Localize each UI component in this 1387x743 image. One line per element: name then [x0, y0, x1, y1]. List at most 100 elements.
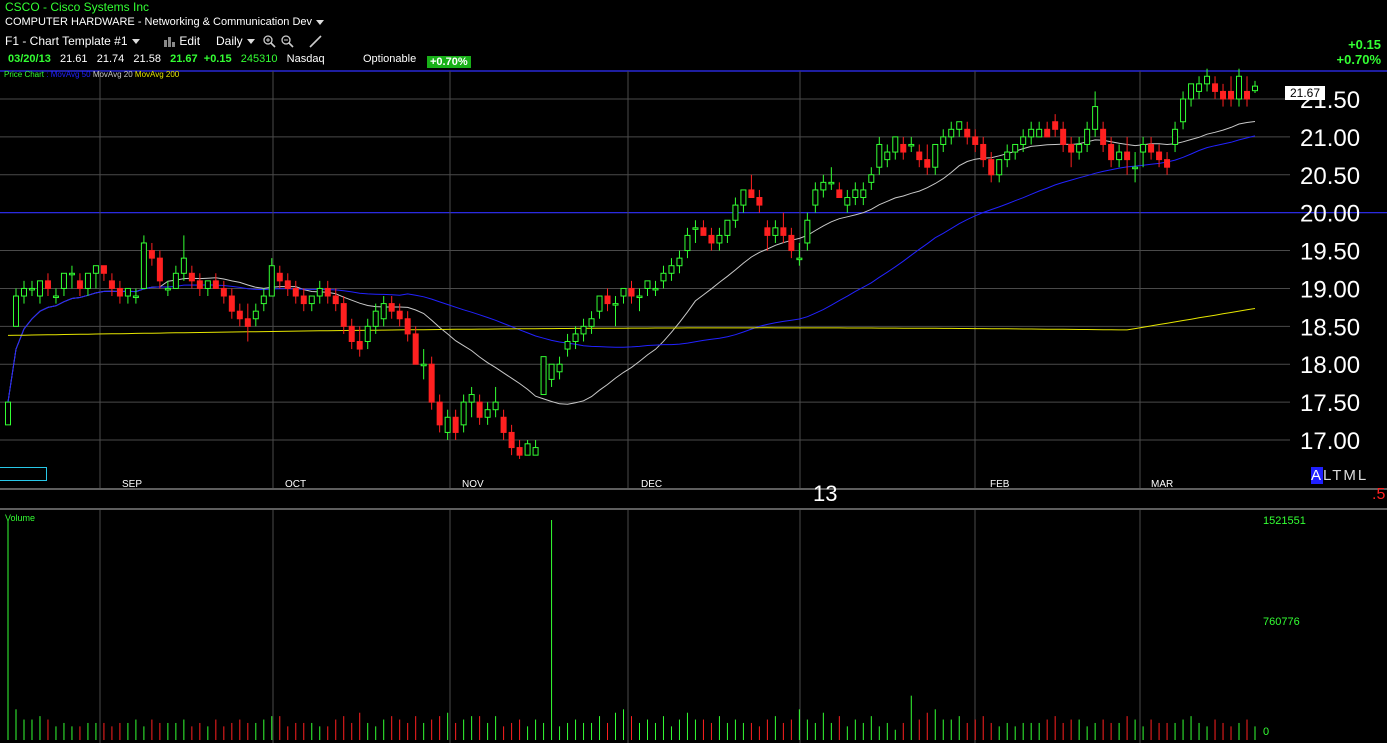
candle-body: [1148, 143, 1155, 153]
candle-body: [1068, 143, 1075, 153]
candle-body: [868, 174, 875, 183]
candle-body: [12, 295, 19, 327]
candle-body: [244, 318, 251, 327]
candle-body: [412, 333, 419, 365]
legend-ma200: MovAvg 200: [134, 70, 180, 79]
grid-lines: [0, 70, 1387, 743]
candle-body: [660, 272, 667, 282]
candle-body: [252, 310, 259, 320]
candle-body: [468, 394, 475, 403]
candle-body: [604, 295, 611, 305]
candle-body: [1012, 143, 1019, 153]
candle-body: [1100, 128, 1107, 145]
candle-body: [596, 295, 603, 312]
volume-tick: 1521551: [1263, 515, 1306, 527]
candle-body: [1124, 151, 1131, 161]
zoom-in-icon[interactable]: [263, 35, 276, 48]
candle-body: [1228, 90, 1235, 100]
draw-line-icon[interactable]: [309, 35, 322, 48]
candle-body: [100, 265, 107, 274]
candle-body: [236, 310, 243, 320]
candle-body: [452, 416, 459, 433]
candle-body: [828, 181, 835, 185]
candle-body: [116, 287, 123, 297]
candle-body: [172, 272, 179, 289]
candle-body: [132, 295, 139, 299]
candle-body: [1052, 121, 1059, 130]
zoom-out-icon[interactable]: [281, 35, 294, 48]
candle-body: [140, 242, 147, 289]
candle-body: [820, 181, 827, 191]
candle-body: [380, 303, 387, 320]
chart-template-dropdown[interactable]: F1 - Chart Template #1: [5, 34, 140, 48]
candle-body: [740, 189, 747, 206]
price-tick: 20.00: [1300, 201, 1360, 228]
candle-body: [324, 287, 331, 297]
candle-body: [804, 219, 811, 244]
month-axis: SEP OCT NOV DEC FEB MAR: [122, 479, 1173, 490]
legend-ma20: MovAvg 20: [92, 70, 133, 79]
current-price-tag: 21.67: [1285, 86, 1325, 100]
candle-body: [356, 340, 363, 350]
candle-body: [964, 128, 971, 138]
candle-body: [844, 197, 851, 206]
candle-body: [884, 151, 891, 161]
candle-body: [308, 295, 315, 305]
timeframe-t[interactable]: T: [1332, 467, 1344, 484]
scale-indicator: .5: [1372, 486, 1386, 503]
candle-body: [956, 121, 963, 130]
candle-body: [1020, 136, 1027, 145]
candle-body: [916, 151, 923, 161]
candle-body: [316, 287, 323, 297]
candle-body: [1164, 159, 1171, 168]
candle-body: [644, 280, 651, 289]
candle-body: [980, 143, 987, 161]
month-label: DEC: [641, 479, 662, 490]
price-volume-chart[interactable]: 21.5021.0020.5020.0019.5019.0018.5018.00…: [0, 68, 1387, 743]
candle-body: [516, 447, 523, 456]
candle-body: [684, 234, 691, 252]
ma20-line: [7, 121, 1256, 405]
candle-body: [460, 401, 467, 426]
timeframe-m[interactable]: M: [1343, 467, 1358, 484]
candle-body: [108, 280, 115, 289]
quote-volume: 245310: [240, 53, 278, 65]
candle-body: [988, 159, 995, 176]
candle-body: [84, 272, 91, 289]
candle-body: [556, 363, 563, 373]
candle-body: [332, 295, 339, 305]
candle-body: [924, 159, 931, 168]
timeframe-a[interactable]: A: [1311, 467, 1324, 484]
volume-bars: [7, 520, 1256, 740]
industry-label: COMPUTER HARDWARE - Networking & Communi…: [5, 16, 313, 28]
candle-body: [1060, 128, 1067, 145]
quote-date: 03/20/13: [8, 53, 51, 65]
candle-body: [620, 287, 627, 297]
candle-body: [164, 287, 171, 291]
price-tick: 18.00: [1300, 352, 1360, 379]
price-tick: 21.00: [1300, 125, 1360, 152]
candle-body: [1188, 83, 1195, 100]
candle-body: [372, 310, 379, 327]
edit-button[interactable]: Edit: [164, 34, 200, 48]
volume-axis: 1521551 760776 0: [1263, 515, 1306, 738]
timeframe-l2[interactable]: L: [1357, 467, 1369, 484]
timeframe-l[interactable]: L: [1323, 467, 1333, 484]
candle-body: [580, 325, 587, 335]
industry-selector[interactable]: COMPUTER HARDWARE - Networking & Communi…: [5, 16, 325, 28]
candle-body: [540, 356, 547, 396]
price-tick: 19.00: [1300, 276, 1360, 303]
candle-body: [1028, 128, 1035, 138]
candle-body: [692, 227, 699, 230]
candle-body: [900, 143, 907, 153]
candle-body: [852, 189, 859, 199]
candle-body: [876, 143, 883, 168]
candle-body: [1252, 85, 1258, 92]
candle-body: [772, 227, 779, 236]
month-label: SEP: [122, 479, 142, 490]
candle-body: [972, 136, 979, 145]
moving-averages: [7, 121, 1256, 405]
month-label: MAR: [1151, 479, 1173, 490]
candle-body: [28, 287, 35, 291]
period-dropdown[interactable]: Daily: [216, 34, 255, 48]
